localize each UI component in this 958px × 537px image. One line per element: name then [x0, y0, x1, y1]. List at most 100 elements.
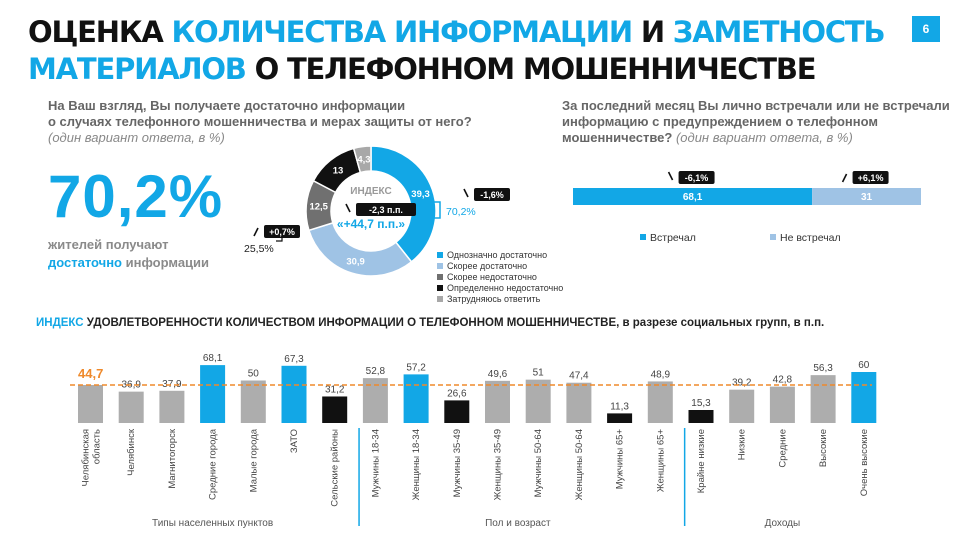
donut-center-value: «+44,7 п.п.» — [337, 217, 406, 231]
donut-legend-label-2: Скорее недостаточно — [447, 272, 537, 282]
index-category-label-14: Женщины 65+ — [655, 429, 666, 493]
awareness-bar-label-0: 68,1 — [683, 192, 703, 203]
index-bar-9 — [444, 400, 470, 423]
index-bar-18 — [810, 375, 836, 423]
awareness-legend-swatch-1 — [770, 234, 776, 240]
donut-right-total: 70,2% — [446, 206, 476, 218]
awareness-change-1-box — [852, 171, 889, 184]
index-category-label-line: Челябинская — [81, 429, 92, 487]
index-category-label-17: Средние — [777, 429, 788, 468]
left-question-line1: На Ваш взгляд, Вы получаете достаточно и… — [48, 98, 406, 113]
index-bar-11 — [525, 379, 551, 423]
index-category-label-line: Низкие — [737, 429, 748, 460]
donut-center-title: ИНДЕКС — [350, 186, 391, 197]
caption-rest: информации — [122, 255, 210, 270]
index-bar-13 — [607, 413, 633, 423]
index-bar-10 — [485, 380, 510, 423]
index-category-label-8: Женщины 18-34 — [411, 429, 422, 500]
index-bar-17 — [769, 386, 795, 423]
index-category-label-19: Очень высокие — [859, 429, 870, 496]
title-part-1: КОЛИЧЕСТВА ИНФОРМАЦИИ — [171, 15, 633, 49]
title-part-0: ОЦЕНКА — [28, 15, 172, 49]
index-chart-title: ИНДЕКС УДОВЛЕТВОРЕННОСТИ КОЛИЧЕСТВОМ ИНФ… — [36, 317, 824, 329]
index-bar-1 — [118, 391, 144, 423]
index-category-label-6: Сельские районы — [330, 429, 341, 507]
index-category-label-line: Крайне низкие — [696, 429, 707, 493]
right-question-line1: За последний месяц Вы лично встречали ил… — [562, 98, 950, 113]
donut-legend-label-3: Определенно недостаточно — [447, 283, 563, 293]
index-bar-16 — [729, 389, 755, 423]
right-question-note: (один вариант ответа, в %) — [672, 130, 853, 145]
awareness-change-0: -6,1% — [685, 173, 709, 183]
index-bar-6 — [322, 396, 348, 423]
donut-right-change: -1,6% — [480, 190, 504, 200]
donut-label-1: 30,9 — [346, 257, 365, 268]
donut-legend-label-1: Скорее достаточно — [447, 261, 527, 271]
index-category-label-line: Магнитогорск — [167, 428, 178, 488]
awareness-legend-label-0: Встречал — [650, 232, 696, 244]
right-question-line2: информацию с предупреждением о телефонно… — [562, 114, 879, 129]
index-bar-value-19: 60 — [858, 360, 870, 371]
awareness-bar-0 — [573, 188, 813, 205]
index-bar-value-13: 11,3 — [610, 401, 629, 412]
index-category-label-line: Очень высокие — [859, 429, 870, 496]
index-category-label-10: Женщины 35-49 — [493, 429, 504, 500]
index-bar-value-15: 15,3 — [691, 398, 711, 409]
donut-label-2: 12,5 — [309, 202, 328, 213]
left-question: На Ваш взгляд, Вы получаете достаточно и… — [48, 98, 518, 146]
index-bar-value-5: 67,3 — [284, 354, 304, 365]
donut-label-0: 39,3 — [411, 189, 430, 200]
index-category-label-9: Мужчины 35-49 — [452, 429, 463, 497]
right-question: За последний месяц Вы лично встречали ил… — [562, 98, 952, 146]
index-group-label-0: Типы населенных пунктов — [152, 518, 273, 529]
donut-center-change: -2,3 п.п. — [369, 205, 403, 215]
index-category-label-line: Мужчины 35-49 — [452, 429, 463, 497]
index-bar-0 — [78, 385, 103, 423]
donut-right-change-box — [474, 188, 510, 201]
index-group-label-1: Пол и возраст — [485, 518, 551, 529]
index-bar-value-7: 52,8 — [366, 366, 386, 377]
index-category-label-line: ЗАТО — [289, 429, 300, 453]
donut-legend-swatch-3 — [437, 285, 443, 291]
awareness-change-0-box — [678, 171, 715, 184]
index-category-label-16: Низкие — [737, 429, 748, 460]
donut-legend-swatch-0 — [437, 252, 443, 258]
donut-center-change-box — [356, 203, 416, 216]
index-group-label-2: Доходы — [765, 518, 801, 529]
index-category-label-line: Сельские районы — [330, 429, 341, 507]
awareness-change-1-arrow-icon — [841, 173, 848, 183]
index-category-label-15: Крайне низкие — [696, 429, 707, 493]
index-bar-value-17: 42,8 — [773, 375, 793, 386]
index-category-label-2: Магнитогорск — [167, 428, 178, 488]
page-title: ОЦЕНКА КОЛИЧЕСТВА ИНФОРМАЦИИ И ЗАМЕТНОСТ… — [28, 14, 888, 88]
donut-slice-0 — [370, 145, 437, 263]
index-category-label-11: Мужчины 50-64 — [533, 429, 544, 497]
donut-legend-swatch-4 — [437, 296, 443, 302]
index-category-label-13: Мужчины 65+ — [615, 429, 626, 490]
donut-label-4: 4,3 — [357, 154, 370, 165]
right-question-line3: мошенничестве? — [562, 130, 673, 145]
donut-label-3: 13 — [333, 166, 344, 177]
donut-legend-label-4: Затрудняюсь ответить — [447, 294, 541, 304]
donut-legend-swatch-1 — [437, 263, 443, 269]
donut-legend-swatch-2 — [437, 274, 443, 280]
index-category-label-line: Средние города — [208, 428, 219, 500]
awareness-change-0-arrow-icon — [667, 171, 674, 181]
index-chart-title-accent: ИНДЕКС — [36, 317, 84, 329]
index-chart-title-rest: УДОВЛЕТВОРЕННОСТИ КОЛИЧЕСТВОМ ИНФОРМАЦИИ… — [84, 317, 825, 329]
awareness-legend-swatch-0 — [640, 234, 646, 240]
index-bar-value-6: 31,2 — [325, 384, 345, 395]
index-category-label-line: Челябинск — [126, 428, 137, 476]
caption-accent: достаточно — [48, 255, 123, 270]
index-bar-8 — [403, 374, 429, 423]
index-category-label-7: Мужчины 18-34 — [370, 429, 381, 497]
title-part-5: МАТЕРИАЛОВ — [28, 52, 247, 86]
awareness-bar-1 — [812, 188, 921, 205]
index-bar-15 — [688, 409, 714, 423]
index-bar-value-3: 68,1 — [203, 353, 223, 364]
index-bar-value-9: 26,6 — [447, 388, 467, 399]
index-bar-12 — [566, 382, 592, 423]
index-bar-3 — [200, 365, 226, 423]
donut-right-bracket — [434, 201, 441, 219]
